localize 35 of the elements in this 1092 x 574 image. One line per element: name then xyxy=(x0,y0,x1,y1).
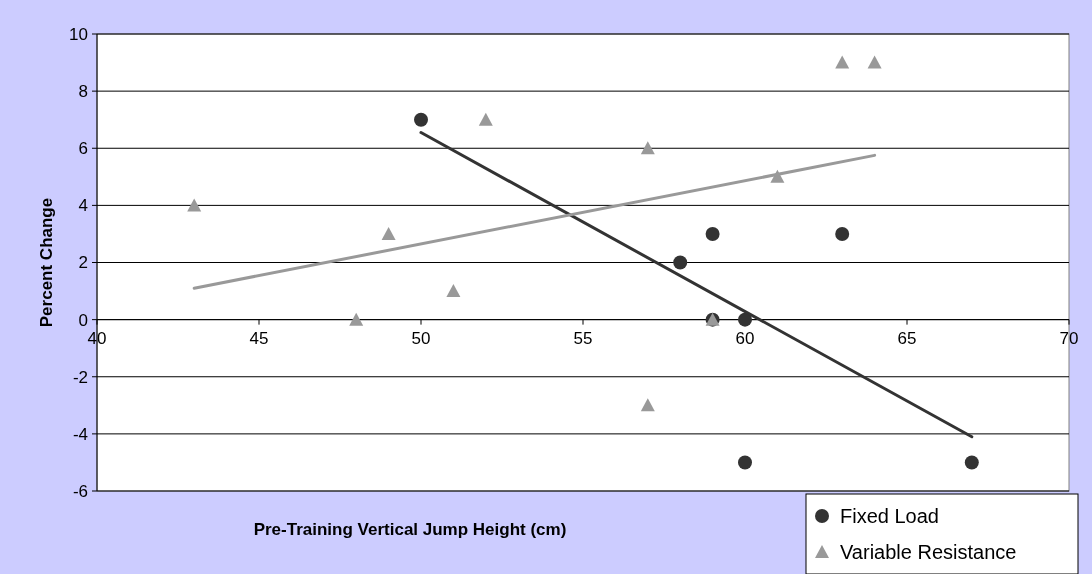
x-tick-label: 50 xyxy=(411,328,431,348)
point xyxy=(705,226,720,241)
legend-label: Fixed Load xyxy=(840,505,939,527)
y-axis-title: Percent Change xyxy=(37,197,56,328)
y-tick-label: -2 xyxy=(72,367,88,387)
y-tick-label: 0 xyxy=(78,310,88,330)
point xyxy=(349,312,364,326)
point xyxy=(414,112,428,127)
point xyxy=(673,255,688,270)
point xyxy=(867,55,882,69)
y-tick-label: 4 xyxy=(78,196,88,216)
legend-label: Variable Resistance xyxy=(840,541,1017,563)
x-tick-label: 45 xyxy=(249,328,269,348)
point xyxy=(640,141,655,155)
y-tick-label: -4 xyxy=(72,424,88,444)
point xyxy=(738,455,752,470)
point xyxy=(478,112,493,126)
y-tick-label: 6 xyxy=(78,139,88,159)
point xyxy=(381,226,396,240)
x-tick-label: 65 xyxy=(897,328,917,348)
y-tick-label: 2 xyxy=(78,253,88,273)
x-tick-label: 55 xyxy=(573,328,593,348)
point xyxy=(446,284,461,298)
x-tick-label: 60 xyxy=(735,328,755,348)
point xyxy=(640,398,655,412)
point xyxy=(835,55,850,69)
y-tick-label: 8 xyxy=(78,82,88,102)
point xyxy=(835,226,850,241)
point xyxy=(964,455,979,470)
point xyxy=(738,312,752,327)
x-axis-title: Pre-Training Vertical Jump Height (cm) xyxy=(253,520,567,539)
x-tick-label: 70 xyxy=(1059,328,1079,348)
point xyxy=(187,198,202,212)
y-tick-label: 10 xyxy=(69,24,88,44)
y-tick-label: -6 xyxy=(72,481,88,501)
